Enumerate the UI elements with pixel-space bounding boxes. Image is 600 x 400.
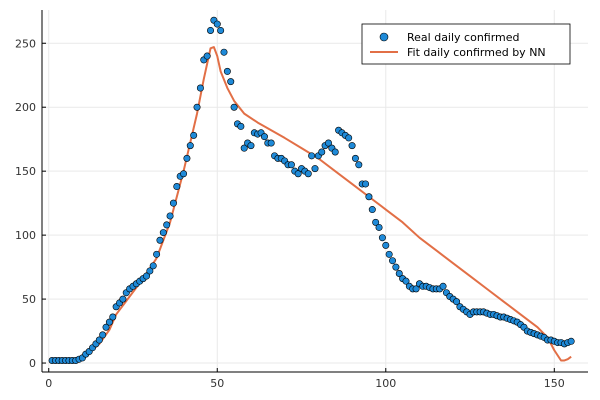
y-tick-label: 100: [15, 229, 36, 242]
data-point: [392, 263, 400, 271]
data-point: [439, 282, 447, 290]
data-point: [365, 193, 373, 201]
data-point: [146, 267, 154, 275]
data-point: [331, 148, 339, 156]
data-point: [412, 285, 420, 293]
data-point: [382, 241, 390, 249]
data-point: [105, 318, 113, 326]
axes: [41, 10, 588, 373]
data-point: [247, 142, 255, 150]
data-point: [180, 170, 188, 178]
data-point: [385, 250, 393, 258]
data-point: [109, 313, 117, 321]
data-point: [260, 133, 268, 141]
y-tick-label: 250: [15, 37, 36, 50]
data-point: [287, 161, 295, 169]
data-point: [217, 26, 225, 34]
data-point: [567, 337, 575, 345]
data-point: [368, 206, 376, 214]
data-point: [308, 152, 316, 160]
data-point: [304, 170, 312, 178]
y-tick-label: 200: [15, 101, 36, 114]
data-point: [311, 165, 319, 173]
x-tick-label: 100: [375, 377, 396, 390]
data-point: [227, 78, 235, 86]
data-point: [220, 48, 228, 56]
data-points: [48, 16, 575, 364]
data-point: [453, 298, 461, 306]
legend-label-line: Fit daily confirmed by NN: [407, 46, 546, 59]
data-point: [203, 52, 211, 60]
data-point: [237, 122, 245, 130]
data-point: [375, 223, 383, 231]
fit-line-group: [52, 46, 572, 362]
legend-marker-scatter: [379, 32, 389, 42]
data-point: [223, 67, 231, 75]
data-point: [318, 148, 326, 156]
y-tick-label: 0: [29, 357, 36, 370]
data-point: [95, 336, 103, 344]
data-point: [395, 270, 403, 278]
data-point: [166, 212, 174, 220]
data-point: [267, 139, 275, 147]
data-point: [142, 272, 150, 280]
data-point: [183, 154, 191, 162]
data-point: [378, 234, 386, 242]
data-point: [294, 170, 302, 178]
data-point: [372, 218, 380, 226]
legend-box: [361, 23, 571, 65]
data-point: [173, 183, 181, 191]
data-point: [119, 295, 127, 303]
data-point: [169, 199, 177, 207]
x-tick-label: 50: [210, 377, 224, 390]
x-tick-label: 150: [544, 377, 565, 390]
data-point: [193, 103, 201, 111]
y-tick-label: 50: [22, 293, 36, 306]
data-point: [163, 221, 171, 229]
data-point: [186, 142, 194, 150]
data-point: [355, 161, 363, 169]
data-point: [213, 20, 221, 28]
data-point: [102, 323, 110, 331]
data-point: [351, 154, 359, 162]
data-point: [402, 277, 410, 285]
data-point: [324, 139, 332, 147]
data-point: [159, 229, 167, 237]
legend: Real daily confirmed Fit daily confirmed …: [361, 23, 571, 65]
data-point: [230, 103, 238, 111]
data-point: [348, 142, 356, 150]
fit-line: [52, 46, 572, 362]
y-tick-label: 150: [15, 165, 36, 178]
data-point: [156, 236, 164, 244]
data-point: [149, 262, 157, 270]
data-point: [240, 144, 248, 152]
data-point: [190, 131, 198, 139]
data-point: [345, 134, 353, 142]
data-point: [196, 84, 204, 92]
data-point: [153, 250, 161, 258]
tick-labels: 0 50 100 150 0 50 100 150 200 250: [15, 37, 565, 390]
data-point: [207, 26, 215, 34]
data-point: [362, 180, 370, 188]
legend-label-scatter: Real daily confirmed: [407, 31, 520, 44]
data-point: [99, 331, 107, 339]
data-point: [389, 257, 397, 265]
x-tick-label: 0: [45, 377, 52, 390]
